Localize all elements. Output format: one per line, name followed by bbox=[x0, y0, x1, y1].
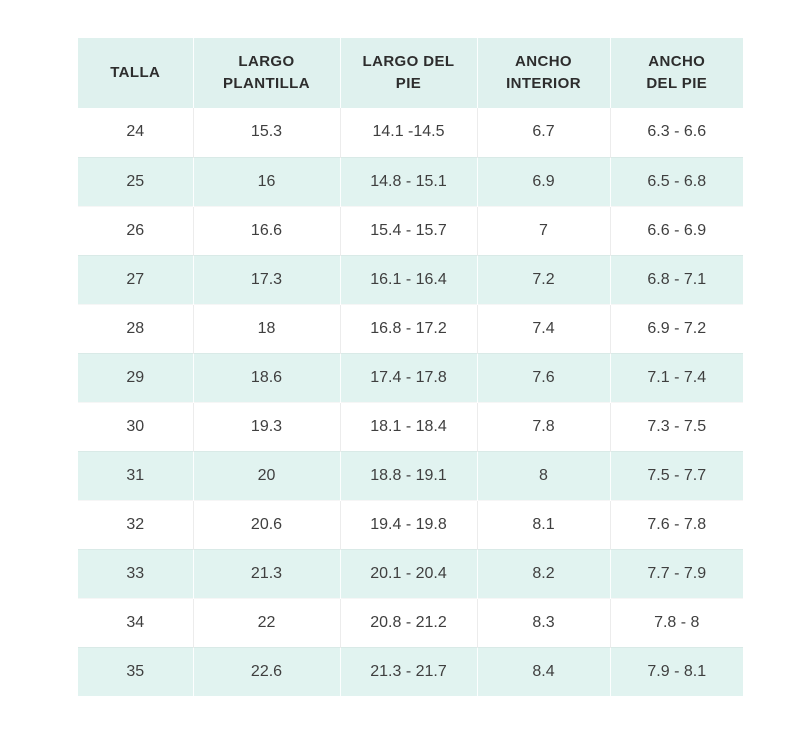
table-row: 30 19.3 18.1 - 18.4 7.8 7.3 - 7.5 bbox=[78, 402, 743, 451]
cell-ancho-interior: 7.4 bbox=[476, 304, 610, 353]
table-row: 28 18 16.8 - 17.2 7.4 6.9 - 7.2 bbox=[78, 304, 743, 353]
cell-largo-del-pie: 20.1 - 20.4 bbox=[339, 549, 477, 598]
table-header: TALLA LARGO PLANTILLA LARGO DEL PIE ANCH… bbox=[78, 38, 743, 108]
table-row: 35 22.6 21.3 - 21.7 8.4 7.9 - 8.1 bbox=[78, 647, 743, 696]
cell-ancho-interior: 7.2 bbox=[476, 255, 610, 304]
cell-ancho-del-pie: 7.9 - 8.1 bbox=[609, 647, 743, 696]
cell-ancho-del-pie: 6.3 - 6.6 bbox=[609, 108, 743, 157]
cell-largo-del-pie: 15.4 - 15.7 bbox=[339, 206, 477, 255]
cell-largo-plantilla: 19.3 bbox=[192, 402, 340, 451]
cell-ancho-interior: 7 bbox=[476, 206, 610, 255]
cell-talla: 35 bbox=[78, 647, 193, 696]
cell-largo-plantilla: 22.6 bbox=[192, 647, 340, 696]
cell-largo-plantilla: 22 bbox=[192, 598, 340, 647]
cell-ancho-interior: 7.6 bbox=[476, 353, 610, 402]
cell-talla: 33 bbox=[78, 549, 193, 598]
column-header-largo-plantilla: LARGO PLANTILLA bbox=[192, 38, 340, 108]
cell-ancho-interior: 7.8 bbox=[476, 402, 610, 451]
cell-ancho-del-pie: 7.1 - 7.4 bbox=[609, 353, 743, 402]
column-header-ancho-del-pie: ANCHO DEL PIE bbox=[609, 38, 743, 108]
cell-talla: 26 bbox=[78, 206, 193, 255]
table-row: 27 17.3 16.1 - 16.4 7.2 6.8 - 7.1 bbox=[78, 255, 743, 304]
cell-ancho-del-pie: 6.9 - 7.2 bbox=[609, 304, 743, 353]
cell-talla: 30 bbox=[78, 402, 193, 451]
cell-largo-del-pie: 18.8 - 19.1 bbox=[339, 451, 477, 500]
cell-largo-del-pie: 21.3 - 21.7 bbox=[339, 647, 477, 696]
cell-ancho-interior: 8.2 bbox=[476, 549, 610, 598]
cell-ancho-del-pie: 7.5 - 7.7 bbox=[609, 451, 743, 500]
table-row: 29 18.6 17.4 - 17.8 7.6 7.1 - 7.4 bbox=[78, 353, 743, 402]
cell-ancho-interior: 8.4 bbox=[476, 647, 610, 696]
table-row: 24 15.3 14.1 -14.5 6.7 6.3 - 6.6 bbox=[78, 108, 743, 157]
cell-largo-plantilla: 20.6 bbox=[192, 500, 340, 549]
cell-ancho-interior: 8 bbox=[476, 451, 610, 500]
cell-ancho-del-pie: 7.7 - 7.9 bbox=[609, 549, 743, 598]
cell-largo-del-pie: 14.1 -14.5 bbox=[339, 108, 477, 157]
table-row: 33 21.3 20.1 - 20.4 8.2 7.7 - 7.9 bbox=[78, 549, 743, 598]
cell-talla: 24 bbox=[78, 108, 193, 157]
cell-ancho-del-pie: 7.3 - 7.5 bbox=[609, 402, 743, 451]
cell-largo-plantilla: 17.3 bbox=[192, 255, 340, 304]
column-header-talla: TALLA bbox=[78, 38, 193, 108]
cell-ancho-del-pie: 7.6 - 7.8 bbox=[609, 500, 743, 549]
cell-ancho-interior: 6.9 bbox=[476, 157, 610, 206]
cell-largo-plantilla: 18.6 bbox=[192, 353, 340, 402]
cell-largo-del-pie: 16.1 - 16.4 bbox=[339, 255, 477, 304]
cell-largo-plantilla: 16 bbox=[192, 157, 340, 206]
cell-ancho-interior: 6.7 bbox=[476, 108, 610, 157]
cell-largo-plantilla: 20 bbox=[192, 451, 340, 500]
cell-ancho-interior: 8.1 bbox=[476, 500, 610, 549]
cell-largo-del-pie: 16.8 - 17.2 bbox=[339, 304, 477, 353]
cell-ancho-interior: 8.3 bbox=[476, 598, 610, 647]
cell-largo-plantilla: 21.3 bbox=[192, 549, 340, 598]
cell-talla: 28 bbox=[78, 304, 193, 353]
size-chart-container: TALLA LARGO PLANTILLA LARGO DEL PIE ANCH… bbox=[78, 38, 743, 696]
table-row: 26 16.6 15.4 - 15.7 7 6.6 - 6.9 bbox=[78, 206, 743, 255]
cell-ancho-del-pie: 6.8 - 7.1 bbox=[609, 255, 743, 304]
column-header-ancho-interior: ANCHO INTERIOR bbox=[476, 38, 610, 108]
column-header-largo-del-pie: LARGO DEL PIE bbox=[339, 38, 477, 108]
table-body: 24 15.3 14.1 -14.5 6.7 6.3 - 6.6 25 16 1… bbox=[78, 108, 743, 696]
size-chart-table: TALLA LARGO PLANTILLA LARGO DEL PIE ANCH… bbox=[78, 38, 743, 696]
cell-talla: 34 bbox=[78, 598, 193, 647]
header-row: TALLA LARGO PLANTILLA LARGO DEL PIE ANCH… bbox=[78, 38, 743, 108]
table-row: 34 22 20.8 - 21.2 8.3 7.8 - 8 bbox=[78, 598, 743, 647]
cell-talla: 27 bbox=[78, 255, 193, 304]
cell-talla: 29 bbox=[78, 353, 193, 402]
cell-talla: 25 bbox=[78, 157, 193, 206]
cell-ancho-del-pie: 7.8 - 8 bbox=[609, 598, 743, 647]
table-row: 31 20 18.8 - 19.1 8 7.5 - 7.7 bbox=[78, 451, 743, 500]
cell-largo-plantilla: 15.3 bbox=[192, 108, 340, 157]
cell-ancho-del-pie: 6.5 - 6.8 bbox=[609, 157, 743, 206]
cell-talla: 32 bbox=[78, 500, 193, 549]
cell-ancho-del-pie: 6.6 - 6.9 bbox=[609, 206, 743, 255]
cell-largo-del-pie: 14.8 - 15.1 bbox=[339, 157, 477, 206]
table-row: 25 16 14.8 - 15.1 6.9 6.5 - 6.8 bbox=[78, 157, 743, 206]
cell-largo-plantilla: 16.6 bbox=[192, 206, 340, 255]
table-row: 32 20.6 19.4 - 19.8 8.1 7.6 - 7.8 bbox=[78, 500, 743, 549]
cell-largo-plantilla: 18 bbox=[192, 304, 340, 353]
cell-largo-del-pie: 18.1 - 18.4 bbox=[339, 402, 477, 451]
cell-talla: 31 bbox=[78, 451, 193, 500]
cell-largo-del-pie: 19.4 - 19.8 bbox=[339, 500, 477, 549]
cell-largo-del-pie: 20.8 - 21.2 bbox=[339, 598, 477, 647]
cell-largo-del-pie: 17.4 - 17.8 bbox=[339, 353, 477, 402]
